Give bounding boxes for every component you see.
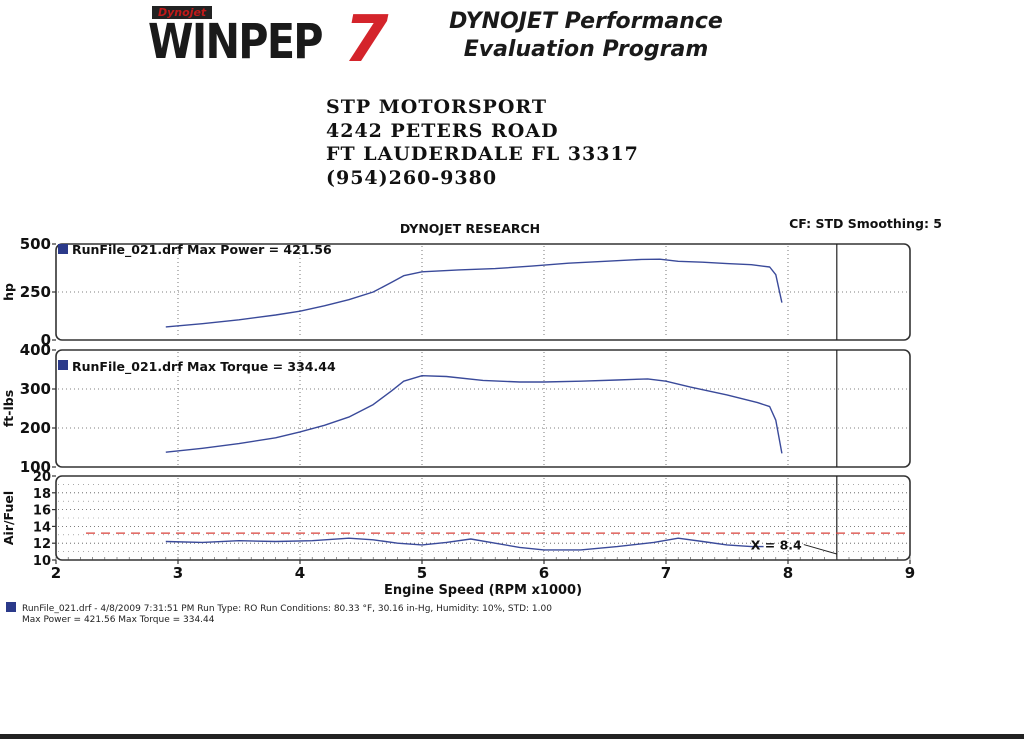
y-tick-label-afr: 12 [33,537,51,552]
y-tick-label-afr: 16 [33,504,51,519]
y-tick-label-power: 0 [41,331,51,349]
program-title-line2: Evaluation Program [463,37,709,62]
logo-seven: 7 [344,3,389,77]
y-tick-label-torque: 100 [20,458,51,476]
logo-wordmark: WINPEP [148,14,324,70]
series-line-power [165,258,783,328]
page-bottom-rule [0,734,1024,739]
shop-address: STP MOTORSPORT 4242 PETERS ROAD FT LAUDE… [326,96,639,190]
legend-square-icon-power [58,244,68,254]
y-axis-label-afr: Air/Fuel [1,491,16,545]
legend-label-power: RunFile_021.drf Max Power = 421.56 [72,242,332,258]
program-title-line1: DYNOJET Performance [449,9,723,34]
x-tick-label: 5 [417,564,427,582]
y-tick-label-power: 500 [20,235,51,253]
address-line-3: FT LAUDERDALE FL 33317 [326,143,639,165]
x-tick-label: 9 [905,564,915,582]
y-axis-label-torque: ft-lbs [1,390,16,427]
logo-brand-tag: Dynojet [152,6,213,19]
y-tick-label-torque: 200 [20,419,51,437]
cursor-readout: X = 8.4 [751,538,802,553]
panel-frame-torque [55,349,911,468]
run-info-footer: RunFile_021.drf - 4/8/2009 7:31:51 PM Ru… [6,602,552,626]
y-tick-label-afr: 14 [33,520,51,535]
correction-smoothing-info: CF: STD Smoothing: 5 [789,216,942,231]
x-tick-label: 2 [51,564,61,582]
legend-label-torque: RunFile_021.drf Max Torque = 334.44 [72,359,336,375]
y-tick-label-torque: 400 [20,341,51,359]
x-tick-label: 8 [783,564,793,582]
run-info-line2: Max Power = 421.56 Max Torque = 334.44 [22,615,215,625]
y-tick-label-torque: 300 [20,380,51,398]
legend-square-icon [6,602,16,612]
y-tick-label-afr: 10 [33,554,51,569]
program-title: DYNOJET Performance Evaluation Program [416,8,756,64]
chart-title: DYNOJET RESEARCH [399,221,541,236]
x-tick-label: 4 [295,564,305,582]
x-tick-label: 6 [539,564,549,582]
y-axis-label-power: hp [1,283,16,301]
y-tick-label-power: 250 [20,283,51,301]
x-tick-label: 7 [661,564,671,582]
winpep-logo: Dynojet WINPEP 7 [146,3,400,77]
y-tick-label-afr: 18 [33,487,51,502]
series-line-torque [165,375,783,454]
legend-square-icon-torque [58,360,68,370]
x-axis-label: Engine Speed (RPM x1000) [384,583,582,598]
address-line-1: STP MOTORSPORT [326,96,547,118]
x-tick-label: 3 [173,564,183,582]
cursor-readout-leader [803,544,837,555]
address-line-2: 4242 PETERS ROAD [326,119,559,142]
y-tick-label-afr: 20 [33,470,51,485]
series-line-afr [165,537,764,551]
run-info-line1: RunFile_021.drf - 4/8/2009 7:31:51 PM Ru… [22,604,552,614]
address-line-4: (954)260-9380 [326,166,498,189]
